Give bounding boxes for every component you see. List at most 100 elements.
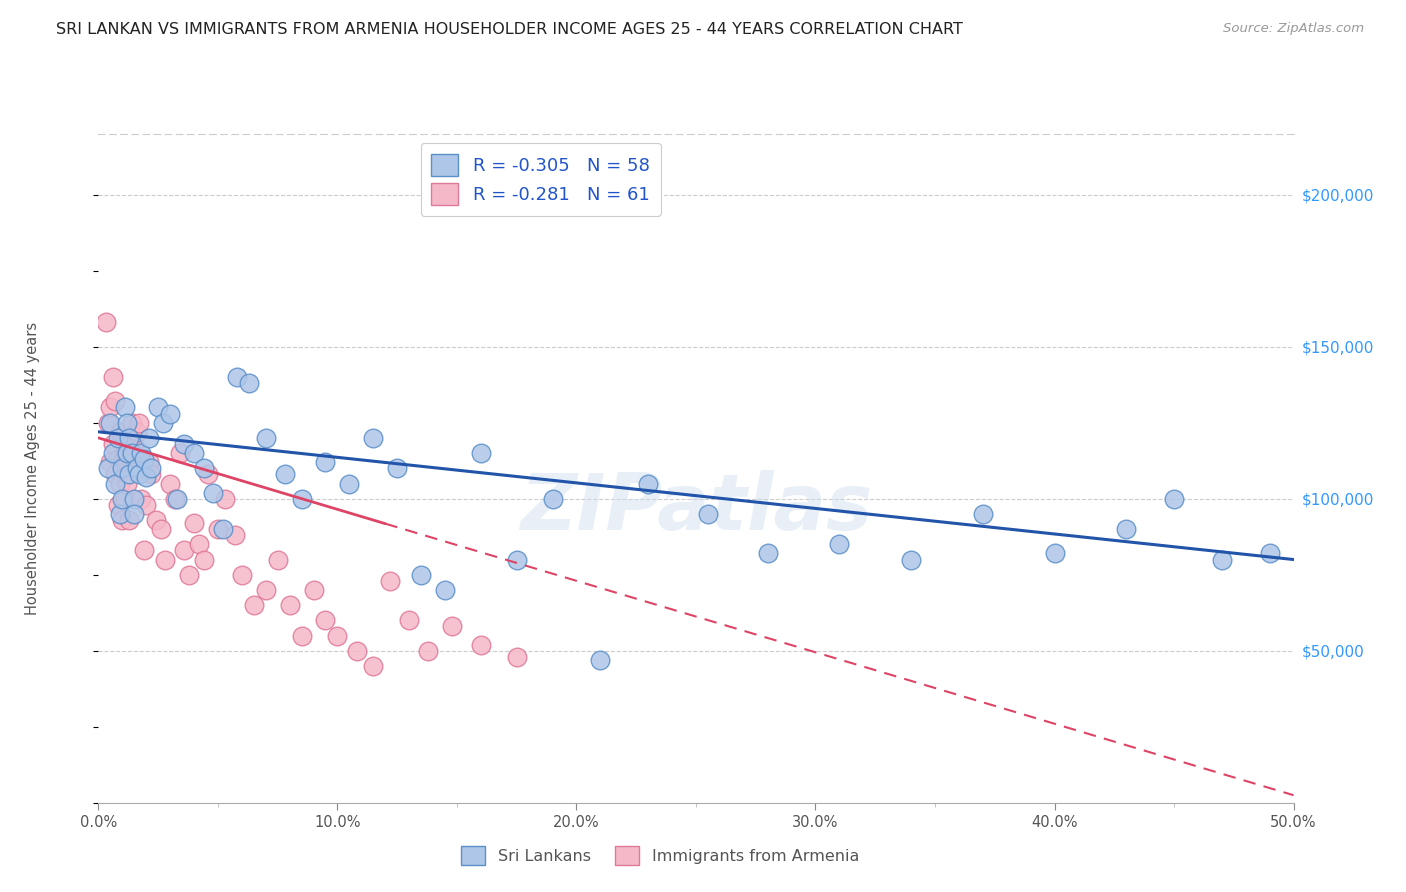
Point — [541, 491, 564, 506]
Point — [145, 513, 167, 527]
Point — [183, 446, 205, 460]
Point — [1258, 546, 1281, 560]
Point — [243, 598, 266, 612]
Point — [135, 498, 157, 512]
Legend: Sri Lankans, Immigrants from Armenia: Sri Lankans, Immigrants from Armenia — [454, 839, 866, 871]
Point — [197, 467, 219, 482]
Text: Householder Income Ages 25 - 44 years: Householder Income Ages 25 - 44 years — [25, 322, 41, 615]
Point — [363, 659, 385, 673]
Point — [398, 613, 420, 627]
Point — [166, 491, 188, 506]
Point — [101, 370, 124, 384]
Point — [98, 401, 122, 415]
Point — [108, 476, 131, 491]
Point — [187, 537, 209, 551]
Point — [202, 485, 225, 500]
Point — [135, 470, 157, 484]
Point — [111, 491, 134, 506]
Point — [637, 476, 659, 491]
Point — [302, 582, 325, 597]
Point — [315, 455, 337, 469]
Point — [506, 649, 529, 664]
Point — [315, 613, 337, 627]
Point — [214, 491, 236, 506]
Point — [114, 491, 136, 506]
Point — [193, 552, 215, 566]
Point — [139, 461, 162, 475]
Point — [441, 619, 464, 633]
Point — [291, 628, 314, 642]
Point — [97, 416, 120, 430]
Text: ZIPatlas: ZIPatlas — [520, 470, 872, 547]
Point — [385, 461, 409, 475]
Point — [138, 431, 160, 445]
Point — [155, 552, 177, 566]
Point — [418, 644, 440, 658]
Point — [115, 416, 138, 430]
Point — [470, 446, 492, 460]
Point — [128, 467, 150, 482]
Point — [179, 567, 201, 582]
Point — [139, 467, 162, 482]
Point — [124, 491, 146, 506]
Point — [506, 552, 529, 566]
Point — [159, 476, 181, 491]
Point — [756, 546, 779, 560]
Point — [97, 461, 120, 475]
Point — [94, 315, 117, 329]
Point — [159, 407, 181, 421]
Point — [224, 528, 246, 542]
Point — [254, 582, 277, 597]
Point — [163, 491, 186, 506]
Point — [900, 552, 922, 566]
Point — [131, 446, 153, 460]
Text: Source: ZipAtlas.com: Source: ZipAtlas.com — [1223, 22, 1364, 36]
Point — [193, 461, 215, 475]
Point — [118, 437, 141, 451]
Point — [132, 452, 155, 467]
Point — [378, 574, 401, 588]
Point — [107, 431, 129, 445]
Point — [470, 638, 492, 652]
Point — [433, 582, 456, 597]
Point — [125, 461, 148, 475]
Point — [125, 425, 148, 439]
Point — [107, 498, 129, 512]
Point — [339, 476, 360, 491]
Point — [104, 476, 127, 491]
Point — [1211, 552, 1233, 566]
Point — [1163, 491, 1185, 506]
Point — [104, 394, 127, 409]
Point — [267, 552, 290, 566]
Point — [183, 516, 205, 530]
Point — [128, 416, 150, 430]
Point — [274, 467, 297, 482]
Point — [169, 446, 191, 460]
Point — [211, 522, 233, 536]
Point — [363, 431, 385, 445]
Point — [101, 437, 124, 451]
Point — [124, 507, 146, 521]
Point — [115, 446, 138, 460]
Point — [326, 628, 349, 642]
Point — [291, 491, 314, 506]
Point — [226, 370, 249, 384]
Point — [148, 401, 170, 415]
Point — [111, 461, 134, 475]
Point — [108, 507, 131, 521]
Point — [152, 416, 174, 430]
Point — [346, 644, 368, 658]
Point — [173, 543, 195, 558]
Point — [114, 446, 136, 460]
Point — [1115, 522, 1137, 536]
Point — [238, 376, 260, 391]
Point — [828, 537, 851, 551]
Point — [124, 437, 146, 451]
Point — [231, 567, 253, 582]
Point — [589, 653, 612, 667]
Point — [118, 513, 141, 527]
Point — [697, 507, 720, 521]
Point — [104, 467, 127, 482]
Point — [108, 425, 131, 439]
Point — [115, 476, 138, 491]
